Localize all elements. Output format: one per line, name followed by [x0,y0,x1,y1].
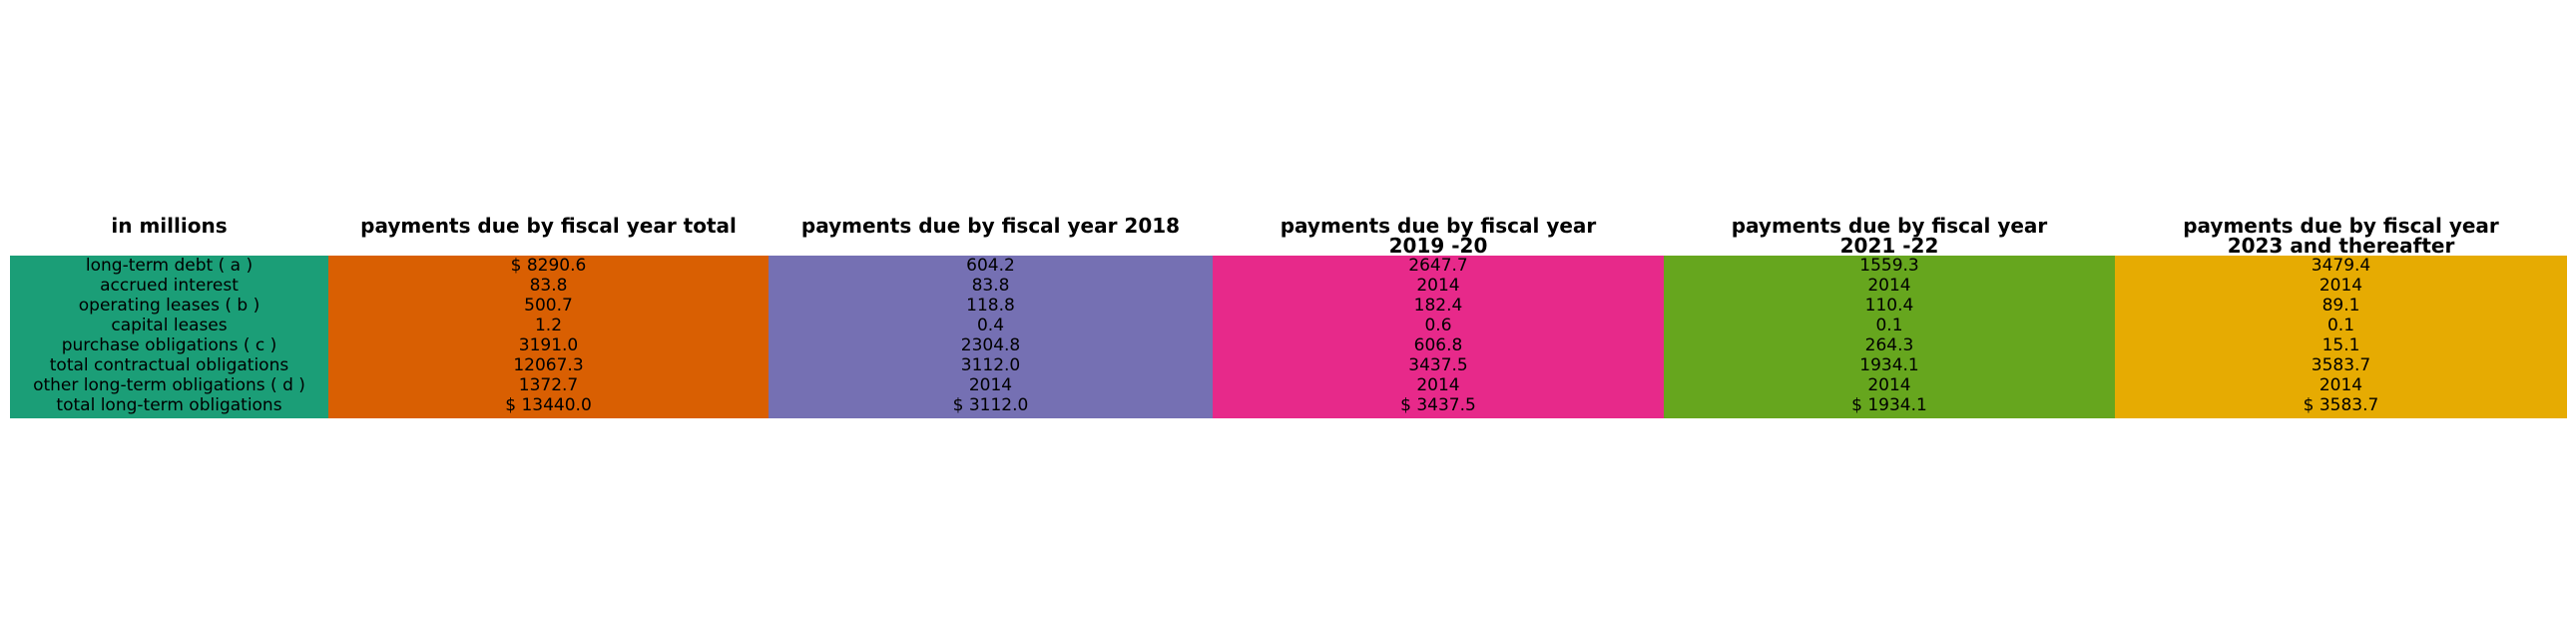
table-column: 2647.7 2014 182.4 0.6 606.8 3437.5 2014 $ 3437.… [1213,256,1664,418]
table-cell: 2304.8 [960,335,1021,355]
row-label: accrued interest [100,276,239,296]
table-cell: $ 3583.7 [2303,395,2379,415]
table-cell: 2014 [1416,276,1460,296]
table-column: 1559.3 2014 110.4 0.1 264.3 1934.1 2014 $ 1934.… [1664,256,2115,418]
table-cell: 0.1 [2326,316,2355,335]
row-label: other long-term obligations ( d ) [33,375,305,395]
table-cell: 2647.7 [1408,256,1468,276]
table-cell: 1372.7 [518,375,579,395]
row-label: long-term debt ( a ) [85,256,254,276]
table-cell: 182.4 [1413,296,1463,316]
table-cell: 2014 [1416,375,1460,395]
table-cell: 2014 [968,375,1013,395]
table-cell: 1559.3 [1859,256,1919,276]
row-label: capital leases [111,316,228,335]
table-cell: $ 3437.5 [1400,395,1476,415]
table-cell: 2014 [2318,276,2363,296]
table-cell: $ 8290.6 [510,256,587,276]
table-cell: 3191.0 [518,335,579,355]
table-cell: 1.2 [534,316,563,335]
table-cell: 2014 [1867,276,1911,296]
row-label: total contractual obligations [49,355,289,375]
table-cell: 3583.7 [2311,355,2371,375]
column-header: payments due by fiscal year total [360,214,737,238]
table-cell: 0.1 [1875,316,1903,335]
table-cell: $ 13440.0 [505,395,592,415]
table-cell: $ 3112.0 [952,395,1029,415]
table-cell: 118.8 [966,296,1015,316]
column-header: payments due by fiscal year 2019 -20 [1280,214,1597,258]
table-cell: 264.3 [1864,335,1914,355]
row-label: total long-term obligations [56,395,282,415]
table-column: $ 8290.6 83.8 500.7 1.2 3191.0 12067.3 1372.7 $… [328,256,769,418]
row-label: purchase obligations ( c ) [61,335,277,355]
table-cell: $ 1934.1 [1851,395,1927,415]
table-column: long-term debt ( a ) accrued interest oper… [10,256,328,418]
table-cell: 15.1 [2321,335,2360,355]
table-cell: 3437.5 [1408,355,1468,375]
row-label: operating leases ( b ) [78,296,260,316]
table-cell: 110.4 [1864,296,1914,316]
table-column: 3479.4 2014 89.1 0.1 15.1 3583.7 2014 $ 3583.7 [2115,256,2567,418]
table-cell: 83.8 [971,276,1010,296]
column-header: payments due by fiscal year 2018 [800,214,1181,238]
table-column: 604.2 83.8 118.8 0.4 2304.8 3112.0 2014 $ 3112.… [769,256,1213,418]
table-cell: 89.1 [2321,296,2360,316]
table-cell: 604.2 [966,256,1015,276]
table-cell: 2014 [2318,375,2363,395]
column-header: payments due by fiscal year 2021 -22 [1731,214,2048,258]
table-cell: 606.8 [1413,335,1463,355]
table-cell: 83.8 [529,276,568,296]
table-cell: 2014 [1867,375,1911,395]
table-cell: 0.6 [1424,316,1452,335]
column-header: in millions [111,214,228,238]
table-cell: 1934.1 [1859,355,1919,375]
table-cell: 0.4 [976,316,1005,335]
column-header: payments due by fiscal year 2023 and the… [2183,214,2499,258]
table-cell: 3112.0 [960,355,1021,375]
table-cell: 3479.4 [2311,256,2371,276]
table-cell: 12067.3 [513,355,584,375]
table-cell: 500.7 [524,296,573,316]
